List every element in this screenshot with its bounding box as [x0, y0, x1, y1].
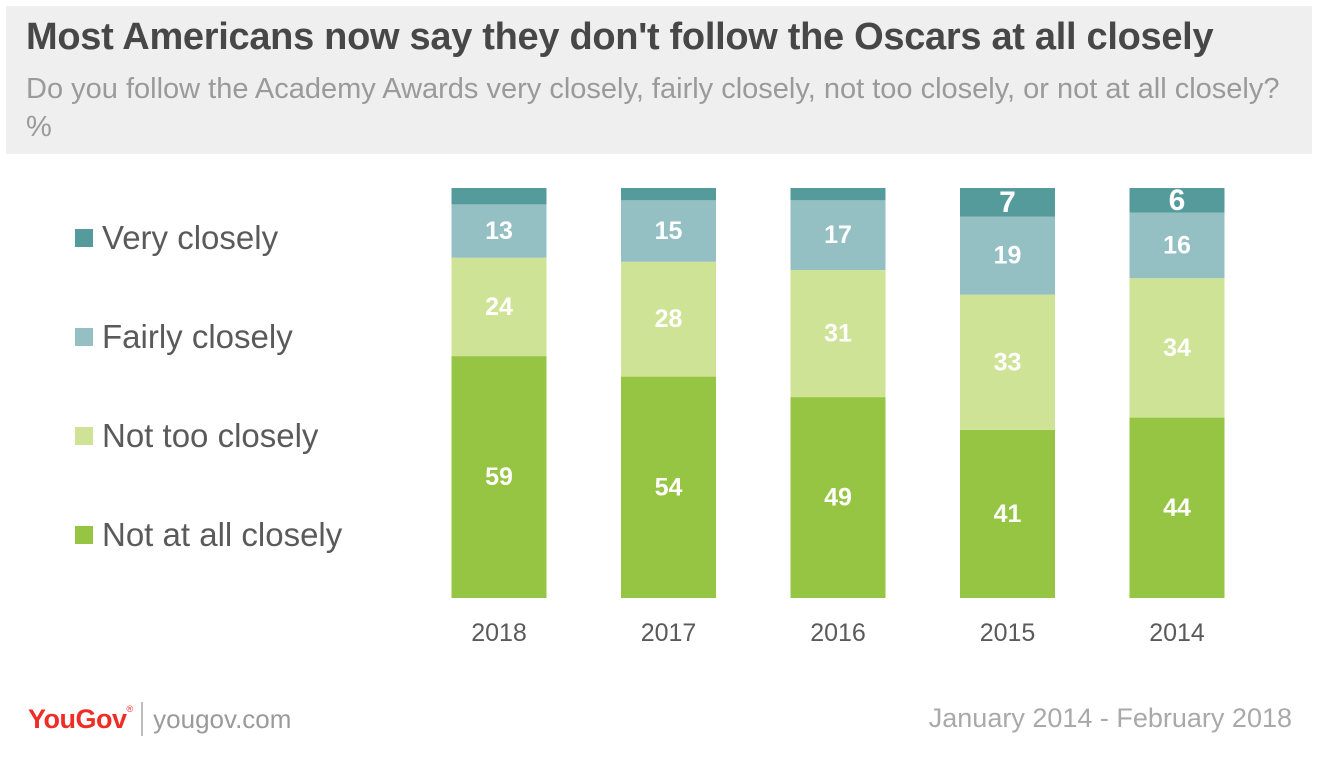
bar-segment [451, 356, 547, 598]
legend-item-not-too-closely: Not too closely [75, 416, 318, 456]
x-tick-label: 2015 [980, 619, 1036, 647]
bar-segment [1129, 278, 1225, 418]
bar-segment [790, 397, 886, 598]
data-label: 17 [824, 221, 852, 249]
legend-item-very-closely: Very closely [75, 218, 278, 258]
data-label: 28 [655, 305, 683, 333]
header-panel [6, 6, 1312, 154]
data-label: 24 [485, 293, 513, 321]
bar-segment [790, 200, 886, 270]
legend-label: Very closely [102, 219, 279, 256]
date-range: January 2014 - February 2018 [928, 703, 1292, 733]
legend-swatch [75, 328, 93, 346]
legend-label: Fairly closely [102, 318, 293, 355]
bar-segment [960, 429, 1055, 598]
data-label: 44 [1163, 494, 1191, 522]
data-label: 59 [485, 463, 513, 491]
x-tick-label: 2017 [641, 619, 697, 647]
legend-item-not-at-all-closely: Not at all closely [75, 515, 342, 555]
data-label: 33 [994, 348, 1022, 376]
brand-name: YouGov [28, 703, 127, 734]
chart-subtitle: Do you follow the Academy Awards very cl… [26, 73, 1280, 143]
data-label: 41 [994, 500, 1022, 528]
data-label: 6 [1169, 184, 1186, 217]
legend-swatch [75, 526, 93, 544]
bar-segment [621, 261, 716, 377]
data-label: 7 [999, 186, 1016, 219]
legend-label: Not at all closely [102, 516, 343, 553]
bar-segment [960, 188, 1055, 217]
legend-label: Not too closely [102, 417, 319, 454]
bar-segment [1129, 188, 1225, 213]
yougov-logo: YouGov ® yougov.com [28, 702, 291, 736]
bar-segment [790, 188, 886, 201]
brand-registered-mark: ® [126, 704, 134, 714]
legend-swatch [75, 427, 93, 445]
data-label: 16 [1163, 231, 1191, 259]
brand-url: yougov.com [153, 703, 292, 734]
bar-segment [621, 188, 716, 201]
bar-segment [1129, 417, 1225, 598]
data-label: 49 [824, 484, 852, 512]
bar-segment [960, 216, 1055, 295]
brand-divider [141, 702, 144, 736]
bar-segment [790, 270, 886, 398]
legend-swatch [75, 229, 93, 247]
data-label: 13 [485, 217, 513, 245]
data-label: 54 [655, 473, 683, 501]
bar-segment [451, 257, 547, 357]
data-label: 15 [655, 217, 683, 245]
bar-segment [1129, 212, 1225, 279]
x-tick-label: 2018 [471, 619, 527, 647]
bar-segment [621, 376, 716, 598]
data-label: 19 [994, 242, 1022, 270]
legend-item-fairly-closely: Fairly closely [75, 317, 293, 357]
chart-title: Most Americans now say they don't follow… [26, 16, 1214, 58]
bar-segment [621, 200, 716, 262]
bar-segment [451, 188, 547, 205]
data-label: 34 [1163, 334, 1191, 362]
data-label: 31 [824, 320, 852, 348]
bar-segment [960, 294, 1055, 430]
x-tick-label: 2014 [1149, 619, 1205, 647]
bar-segment [451, 204, 547, 258]
x-tick-label: 2016 [810, 619, 866, 647]
